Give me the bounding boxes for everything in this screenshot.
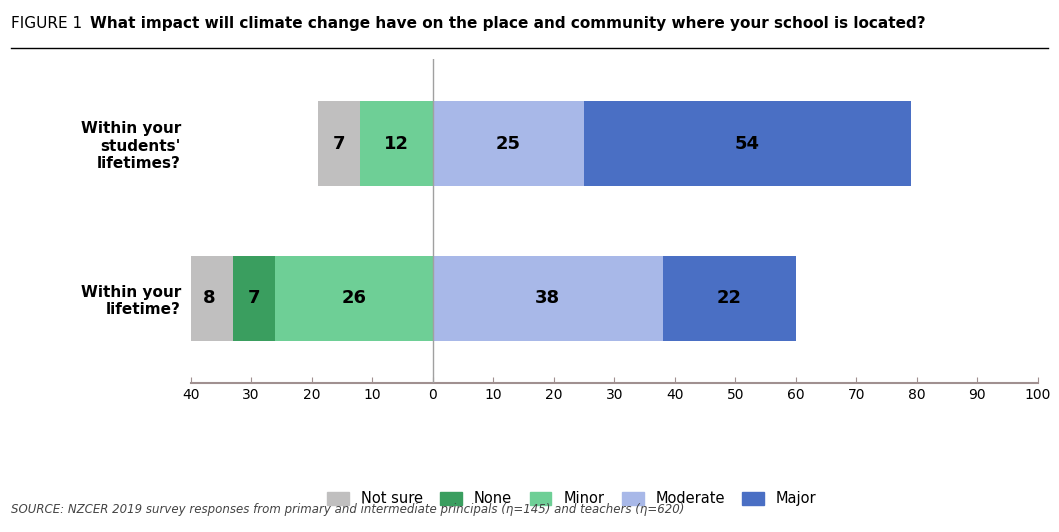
Text: 54: 54 [735, 135, 760, 153]
Bar [360, 101, 433, 186]
Bar [433, 255, 663, 340]
Text: What impact will climate change have on the place and community where your schoo: What impact will climate change have on … [90, 16, 926, 31]
Legend: Not sure, None, Minor, Moderate, Major: Not sure, None, Minor, Moderate, Major [322, 485, 822, 512]
Bar [184, 255, 233, 340]
Text: SOURCE: NZCER 2019 survey responses from primary and intermediate principals (η=: SOURCE: NZCER 2019 survey responses from… [11, 503, 684, 516]
Text: 38: 38 [535, 289, 560, 307]
Text: 26: 26 [341, 289, 366, 307]
Bar [584, 101, 911, 186]
Bar [275, 255, 433, 340]
Text: 8: 8 [202, 289, 215, 307]
Text: 7: 7 [248, 289, 261, 307]
Text: FIGURE 1: FIGURE 1 [11, 16, 91, 31]
Text: 12: 12 [383, 135, 409, 153]
Text: 7: 7 [333, 135, 345, 153]
Bar [233, 255, 275, 340]
Text: 25: 25 [496, 135, 521, 153]
Bar [433, 101, 584, 186]
Bar [663, 255, 795, 340]
Text: 22: 22 [717, 289, 741, 307]
Bar [318, 101, 360, 186]
